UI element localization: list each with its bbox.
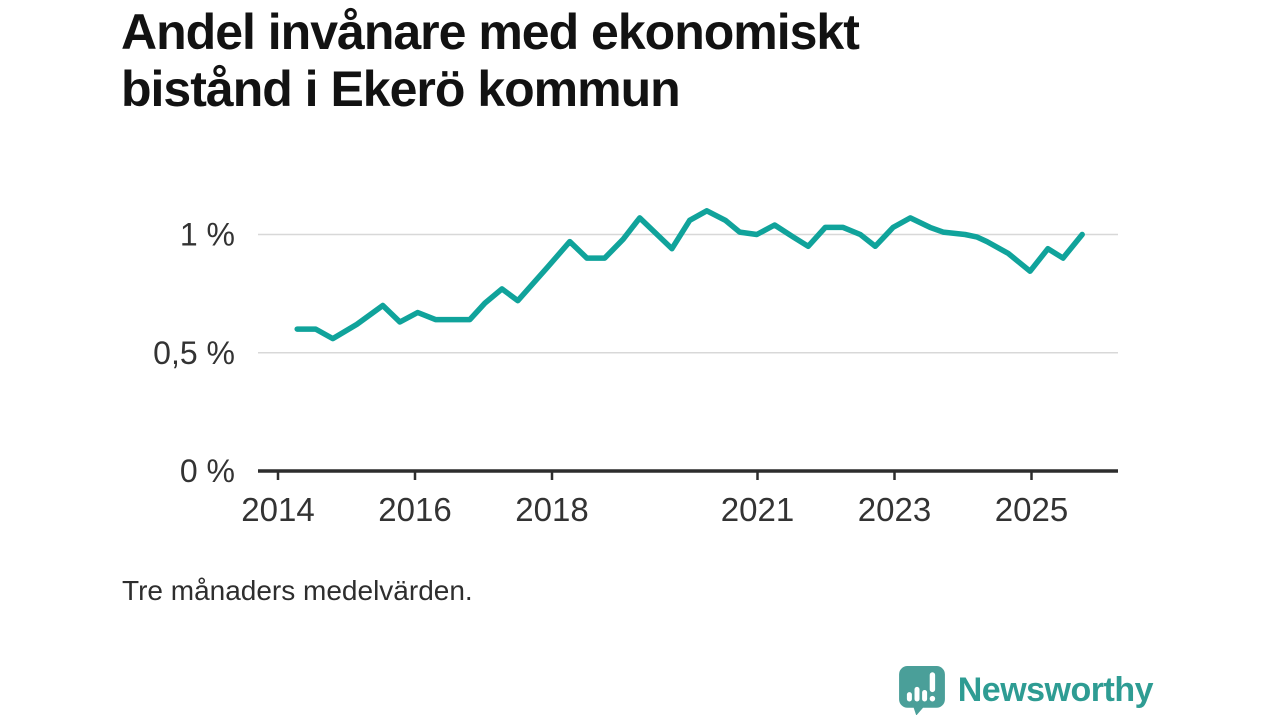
y-tick-label: 0,5 % <box>153 335 235 371</box>
logo-exclamation-dot <box>929 695 935 702</box>
x-tick-label: 2023 <box>858 491 931 528</box>
y-tick-label: 1 % <box>180 217 235 253</box>
logo-bar-1 <box>906 692 912 702</box>
data-line-series <box>294 208 1085 342</box>
chart-title-line1: Andel invånare med ekonomiskt <box>121 4 860 60</box>
chart-title: Andel invånare med ekonomiskt bistånd i E… <box>121 4 860 118</box>
logo-bar-3 <box>921 690 927 702</box>
x-tick-label: 2016 <box>378 491 451 528</box>
x-tick-label: 2025 <box>995 491 1068 528</box>
logo-bubble-shape <box>898 666 945 715</box>
x-tick-label: 2021 <box>721 491 794 528</box>
newsworthy-logo-icon <box>898 666 945 715</box>
newsworthy-logo-text: Newsworthy <box>957 670 1154 709</box>
chart-footnote: Tre månaders medelvärden. <box>122 575 473 606</box>
x-tick-label: 2014 <box>241 491 314 528</box>
x-tick-label: 2018 <box>515 491 588 528</box>
logo-exclamation-stick <box>929 672 935 693</box>
chart-title-line2: bistånd i Ekerö kommun <box>121 61 681 117</box>
y-tick-label: 0 % <box>180 453 235 489</box>
logo-bar-2 <box>914 686 920 702</box>
newsworthy-logo: Newsworthy <box>897 665 1154 715</box>
